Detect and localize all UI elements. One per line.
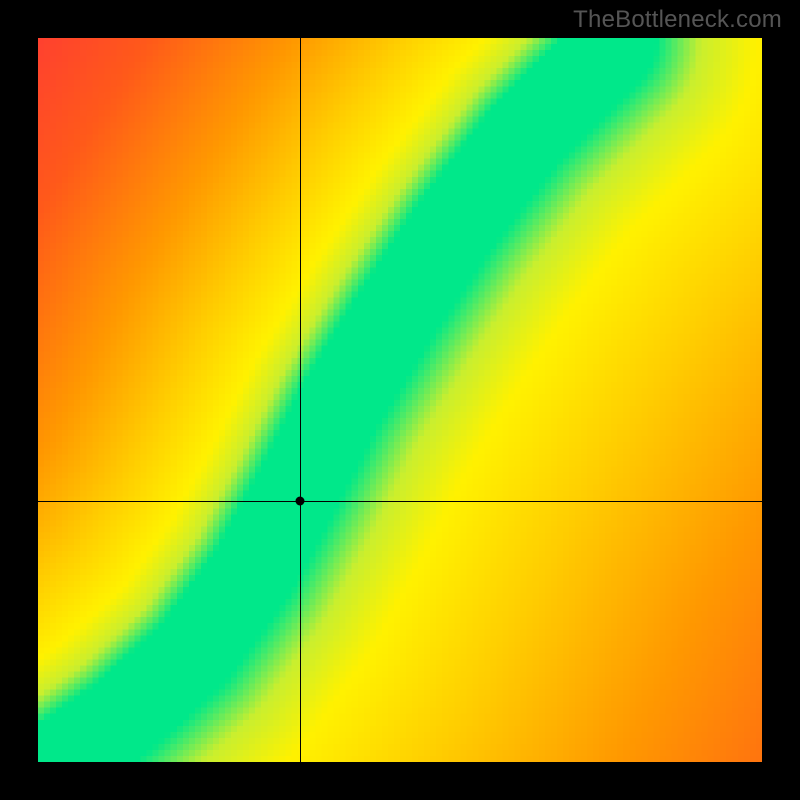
watermark-text: TheBottleneck.com <box>573 6 782 34</box>
heatmap-plot <box>38 38 762 762</box>
heatmap-canvas <box>38 38 762 762</box>
crosshair-horizontal <box>38 501 762 502</box>
marker-dot <box>296 497 305 506</box>
crosshair-vertical <box>300 38 301 762</box>
